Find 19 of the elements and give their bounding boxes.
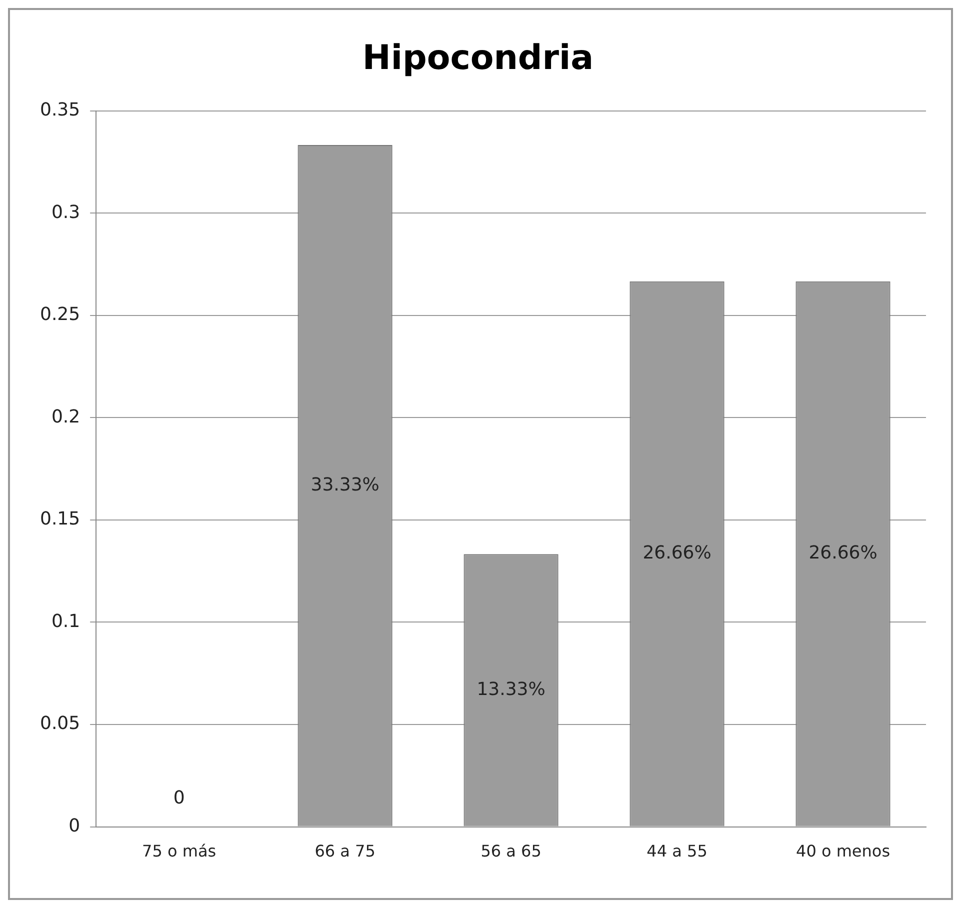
y-tick-label: 0.35 <box>40 99 80 120</box>
y-tick-label: 0.15 <box>40 508 80 530</box>
data-label: 13.33% <box>476 678 546 700</box>
data-label: 26.66% <box>808 542 878 564</box>
data-label: 26.66% <box>642 542 712 564</box>
y-tick-label: 0 <box>68 815 80 836</box>
data-label: 0 <box>173 787 185 808</box>
chart-title: Hipocondria <box>362 38 594 78</box>
x-tick-label: 66 a 75 <box>314 842 376 861</box>
x-tick-label: 44 a 55 <box>646 842 708 861</box>
y-tick-label: 0.05 <box>40 713 80 734</box>
y-tick-label: 0.2 <box>51 406 80 428</box>
data-label: 33.33% <box>310 474 380 496</box>
y-tick-label: 0.25 <box>40 304 80 326</box>
y-tick-label: 0.3 <box>51 202 80 223</box>
x-tick-label: 56 a 65 <box>480 842 542 861</box>
x-tick-label: 40 o menos <box>796 842 890 861</box>
y-tick-label: 0.1 <box>51 610 80 632</box>
x-tick-label: 75 o más <box>142 842 216 861</box>
